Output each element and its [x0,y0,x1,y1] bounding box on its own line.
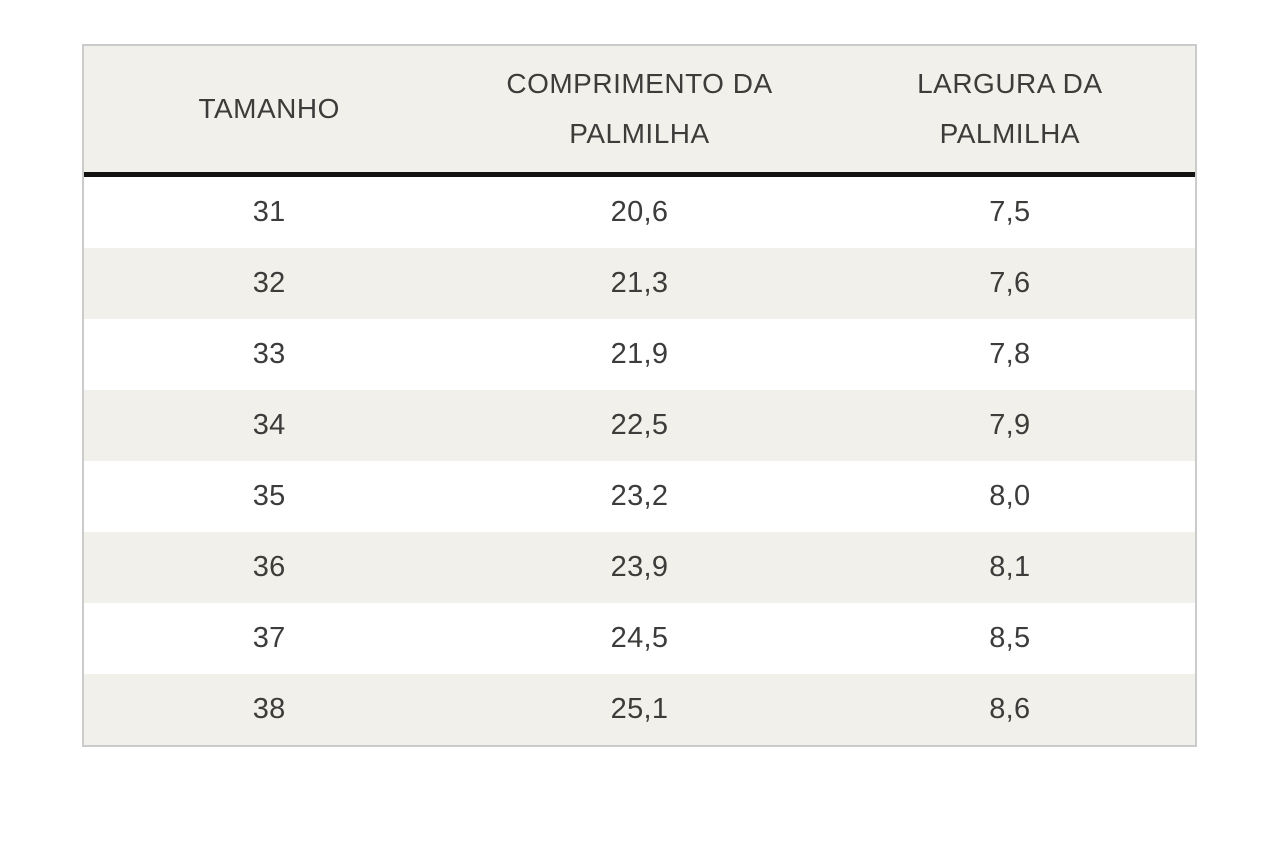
column-header-size: TAMANHO [84,84,454,134]
size-cell: 36 [252,551,286,583]
column-header-insole-length-label: COMPRIMENTO DA PALMILHA [506,68,773,149]
insole-length-cell: 20,6 [610,196,669,228]
table-row: 31 20,6 7,5 [84,177,1195,248]
insole-width-cell: 7,9 [989,409,1031,441]
size-cell: 34 [252,409,286,441]
table-body: 31 20,6 7,5 32 21,3 7,6 33 21,9 7,8 34 22,5 7,9 35 23… [84,177,1195,745]
size-cell: 31 [252,196,286,228]
size-chart-table: TAMANHO COMPRIMENTO DA PALMILHA LARGURA … [82,44,1197,747]
table-row: 32 21,3 7,6 [84,248,1195,319]
column-header-insole-width-label: LARGURA DA PALMILHA [917,68,1103,149]
table-row: 35 23,2 8,0 [84,461,1195,532]
insole-width-cell: 8,6 [989,693,1031,725]
table-row: 38 25,1 8,6 [84,674,1195,745]
insole-width-cell: 8,1 [989,551,1031,583]
insole-width-cell: 7,5 [989,196,1031,228]
table-header-row: TAMANHO COMPRIMENTO DA PALMILHA LARGURA … [84,46,1195,177]
insole-length-cell: 23,9 [610,551,669,583]
table-row: 34 22,5 7,9 [84,390,1195,461]
insole-length-cell: 25,1 [610,693,669,725]
insole-length-cell: 23,2 [610,480,669,512]
insole-width-cell: 8,5 [989,622,1031,654]
insole-length-cell: 24,5 [610,622,669,654]
insole-length-cell: 22,5 [610,409,669,441]
size-cell: 38 [252,693,286,725]
size-cell: 35 [252,480,286,512]
insole-width-cell: 8,0 [989,480,1031,512]
table-row: 37 24,5 8,5 [84,603,1195,674]
insole-length-cell: 21,9 [610,338,669,370]
column-header-size-label: TAMANHO [198,93,340,124]
table-row: 33 21,9 7,8 [84,319,1195,390]
insole-width-cell: 7,8 [989,338,1031,370]
column-header-insole-width: LARGURA DA PALMILHA [825,59,1195,159]
insole-width-cell: 7,6 [989,267,1031,299]
size-cell: 33 [252,338,286,370]
table-row: 36 23,9 8,1 [84,532,1195,603]
size-cell: 32 [252,267,286,299]
insole-length-cell: 21,3 [610,267,669,299]
column-header-insole-length: COMPRIMENTO DA PALMILHA [454,59,824,159]
size-cell: 37 [252,622,286,654]
